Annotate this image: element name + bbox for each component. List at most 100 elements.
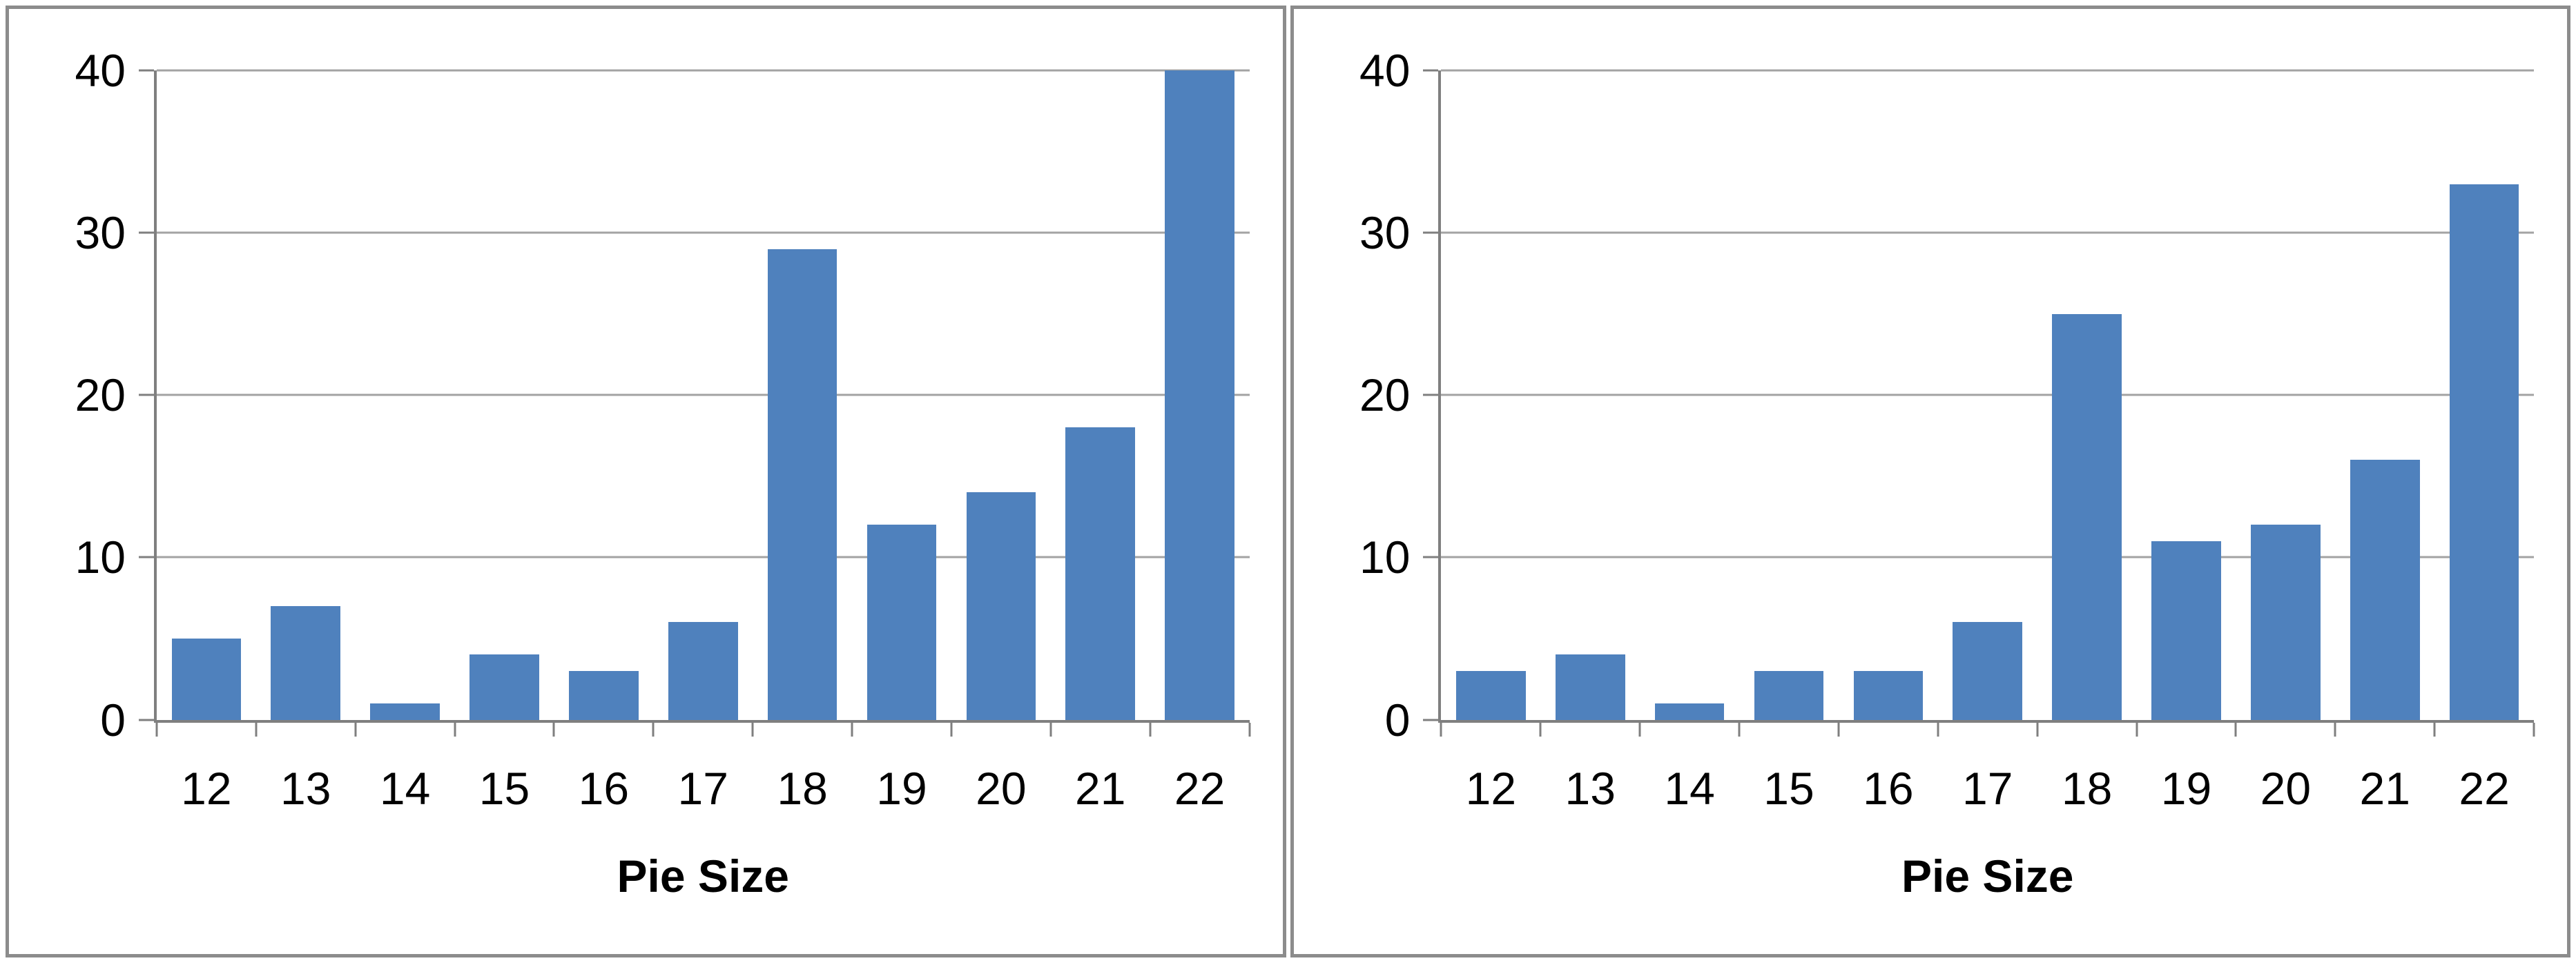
bar-18 xyxy=(767,249,837,720)
y-axis-tick-30 xyxy=(138,231,154,234)
x-axis-label-21: 21 xyxy=(2359,762,2410,814)
x-axis-tick-11 xyxy=(2533,722,2535,737)
x-axis-tick-8 xyxy=(2234,722,2237,737)
y-axis-label-20: 20 xyxy=(1359,369,1411,421)
x-axis-label-17: 17 xyxy=(1962,762,2013,814)
x-axis-label-15: 15 xyxy=(1763,762,1814,814)
y-axis-tick-40 xyxy=(138,69,154,72)
gridline-20 xyxy=(1441,393,2535,396)
bar-12 xyxy=(1456,670,1526,720)
y-axis-line xyxy=(153,70,157,723)
x-axis-tick-6 xyxy=(2036,722,2039,737)
x-axis-tick-0 xyxy=(1440,722,1442,737)
gridline-40 xyxy=(1441,69,2535,72)
bar-17 xyxy=(1953,622,2023,720)
x-axis-tick-11 xyxy=(1248,722,1251,737)
pie-size-histogram-right: Pie Size 0 10 20 30 40 12 13 14 15 16 17 18 19 20 21 22 xyxy=(1290,6,2570,957)
x-axis-label-13: 13 xyxy=(1565,762,1616,814)
x-axis-label-14: 14 xyxy=(1664,762,1715,814)
y-axis-line xyxy=(1438,70,1442,723)
plot-area: Pie Size 0 10 20 30 40 12 13 14 15 16 17 18 19 20 21 22 xyxy=(1359,48,2535,901)
x-axis-tick-7 xyxy=(851,722,853,737)
y-axis-tick-0 xyxy=(1423,719,1439,721)
bar-16 xyxy=(569,670,639,720)
bar-15 xyxy=(469,654,539,720)
y-axis-label-10: 10 xyxy=(75,532,126,583)
y-axis-label-40: 40 xyxy=(1359,44,1411,96)
gridline-30 xyxy=(1441,231,2535,234)
y-axis-tick-0 xyxy=(138,719,154,721)
bar-22 xyxy=(2449,184,2519,720)
y-axis-label-0: 0 xyxy=(1384,694,1411,746)
x-axis-label-12: 12 xyxy=(1465,762,1517,814)
x-axis-label-14: 14 xyxy=(379,762,431,814)
gridline-30 xyxy=(156,231,1250,234)
x-axis-label-21: 21 xyxy=(1075,762,1126,814)
bar-17 xyxy=(668,622,738,720)
y-axis-label-40: 40 xyxy=(75,44,126,96)
bar-13 xyxy=(271,605,341,720)
x-axis-tick-9 xyxy=(1049,722,1052,737)
bar-21 xyxy=(2350,460,2420,720)
x-axis-label-17: 17 xyxy=(677,762,728,814)
x-axis-line xyxy=(153,719,1250,723)
x-axis-label-16: 16 xyxy=(578,762,630,814)
x-axis-tick-10 xyxy=(1149,722,1152,737)
gridline-40 xyxy=(156,69,1250,72)
bar-20 xyxy=(2251,525,2321,720)
bar-16 xyxy=(1853,670,1924,720)
gridline-10 xyxy=(1441,556,2535,558)
x-axis-tick-7 xyxy=(2136,722,2138,737)
bar-21 xyxy=(1065,427,1136,720)
bar-19 xyxy=(2151,541,2221,720)
x-axis-tick-9 xyxy=(2334,722,2336,737)
x-axis-label-22: 22 xyxy=(1174,762,1226,814)
x-axis-tick-2 xyxy=(1638,722,1641,737)
bar-20 xyxy=(966,492,1036,720)
bar-14 xyxy=(370,703,440,720)
x-axis-tick-6 xyxy=(751,722,754,737)
x-axis-label-20: 20 xyxy=(2260,762,2312,814)
bar-13 xyxy=(1555,654,1625,720)
x-axis-label-20: 20 xyxy=(976,762,1027,814)
x-axis-tick-4 xyxy=(1837,722,1840,737)
x-axis-label-18: 18 xyxy=(2061,762,2113,814)
y-axis-tick-20 xyxy=(138,393,154,396)
gridline-10 xyxy=(156,556,1250,558)
y-axis-label-0: 0 xyxy=(100,694,126,746)
x-axis-tick-5 xyxy=(652,722,655,737)
gridline-20 xyxy=(156,393,1250,396)
bar-22 xyxy=(1165,70,1234,720)
y-axis-tick-40 xyxy=(1423,69,1439,72)
y-axis-tick-20 xyxy=(1423,393,1439,396)
x-axis-tick-3 xyxy=(454,722,456,737)
x-axis-label-12: 12 xyxy=(181,762,232,814)
pie-size-histogram-left: Pie Size 0 10 20 30 40 12 13 14 15 16 17 18 19 20 21 22 xyxy=(6,6,1286,957)
x-axis-tick-5 xyxy=(1937,722,1939,737)
x-axis-label-19: 19 xyxy=(2160,762,2212,814)
x-axis-title: Pie Size xyxy=(617,850,789,902)
bar-14 xyxy=(1654,703,1725,720)
x-axis-label-13: 13 xyxy=(280,762,331,814)
bar-18 xyxy=(2052,313,2122,720)
bar-19 xyxy=(866,525,937,720)
x-axis-label-22: 22 xyxy=(2459,762,2510,814)
x-axis-label-19: 19 xyxy=(876,762,927,814)
y-axis-tick-10 xyxy=(138,556,154,558)
y-axis-tick-30 xyxy=(1423,231,1439,234)
x-axis-line xyxy=(1438,719,2535,723)
y-axis-label-30: 30 xyxy=(1359,207,1411,259)
x-axis-tick-0 xyxy=(155,722,158,737)
y-axis-label-30: 30 xyxy=(75,207,126,259)
bar-15 xyxy=(1754,670,1824,720)
y-axis-label-20: 20 xyxy=(75,369,126,421)
x-axis-tick-2 xyxy=(354,722,357,737)
x-axis-label-18: 18 xyxy=(777,762,828,814)
x-axis-tick-3 xyxy=(1738,722,1741,737)
y-axis-tick-10 xyxy=(1423,556,1439,558)
x-axis-label-15: 15 xyxy=(478,762,530,814)
x-axis-label-16: 16 xyxy=(1863,762,1914,814)
x-axis-tick-1 xyxy=(1539,722,1542,737)
y-axis-label-10: 10 xyxy=(1359,532,1411,583)
